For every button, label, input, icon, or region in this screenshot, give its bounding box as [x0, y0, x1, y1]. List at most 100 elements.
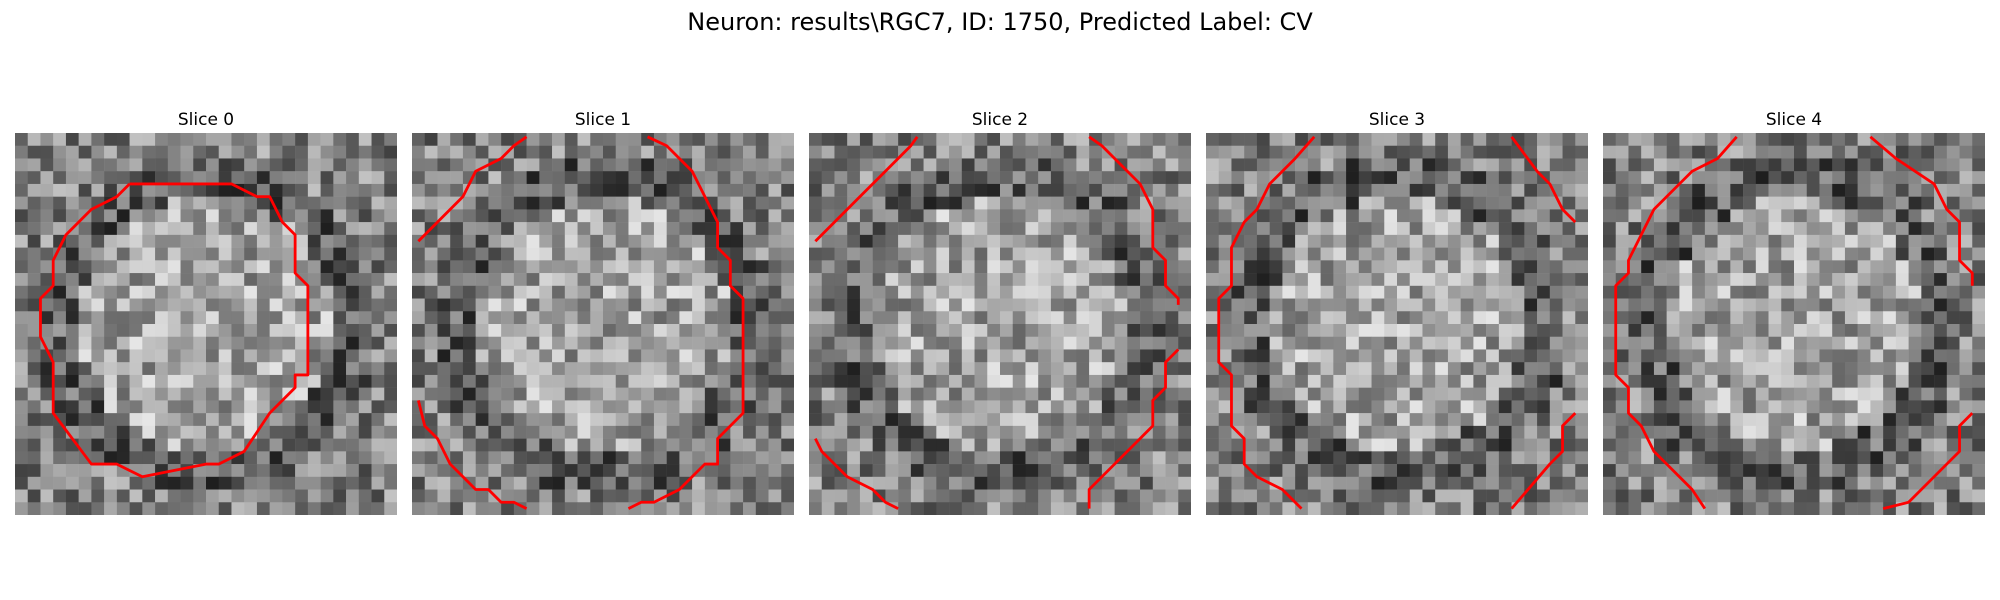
pixel [1895, 298, 1909, 312]
pixel [1435, 464, 1449, 478]
pixel [615, 336, 629, 350]
pixel [1946, 222, 1960, 236]
pixel [424, 209, 438, 223]
pixel [358, 476, 372, 490]
pixel [1615, 362, 1629, 376]
pixel [1282, 273, 1296, 287]
pixel [27, 145, 41, 159]
pixel [1972, 425, 1985, 439]
pixel [53, 502, 67, 515]
pixel [910, 285, 924, 299]
pixel [218, 247, 232, 261]
pixel [1000, 260, 1013, 274]
pixel [1959, 425, 1973, 439]
pixel [1549, 476, 1563, 490]
pixel [809, 183, 822, 197]
pixel [218, 374, 232, 388]
pixel [1806, 273, 1820, 287]
pixel [475, 324, 489, 337]
pixel [1603, 489, 1616, 503]
pixel [513, 234, 527, 248]
pixel [730, 438, 744, 452]
pixel [1641, 476, 1655, 490]
pixel [847, 425, 861, 439]
pixel [244, 260, 258, 274]
pixel [488, 311, 502, 325]
pixel [1012, 222, 1026, 236]
pixel [1333, 464, 1347, 478]
pixel [974, 285, 988, 299]
pixel [1498, 451, 1512, 465]
pixel [1768, 247, 1782, 261]
pixel [488, 222, 502, 236]
pixel [552, 247, 566, 261]
pixel [1012, 349, 1026, 363]
pixel [333, 489, 347, 503]
cell-contour [1882, 412, 1974, 510]
pixel [155, 425, 169, 439]
pixel [384, 234, 397, 248]
pixel [603, 234, 616, 248]
slice-image-3 [1206, 133, 1588, 515]
pixel [1934, 387, 1948, 401]
pixel [1307, 374, 1321, 388]
pixel [475, 425, 489, 439]
pixel [1832, 425, 1846, 439]
pixel [717, 222, 731, 236]
pixel [1562, 298, 1576, 312]
pixel [1089, 451, 1103, 465]
pixel [104, 158, 118, 172]
pixel [923, 324, 937, 337]
pixel [206, 145, 219, 159]
pixel [346, 349, 360, 363]
pixel [15, 374, 28, 388]
pixel [1114, 298, 1128, 312]
pixel [384, 273, 397, 287]
pixel [1730, 247, 1744, 261]
pixel [1575, 387, 1588, 401]
pixel [743, 196, 757, 210]
pixel [987, 247, 1001, 261]
pixel [231, 425, 245, 439]
pixel [1114, 438, 1128, 452]
pixel [116, 273, 130, 287]
pixel [1498, 489, 1512, 503]
pixel [641, 349, 655, 363]
pixel [1628, 285, 1642, 299]
pixel [755, 273, 769, 287]
pixel [885, 260, 899, 274]
pixel [961, 464, 975, 478]
pixel [450, 489, 464, 503]
pixel [15, 171, 28, 185]
pixel [526, 285, 540, 299]
pixel [1000, 196, 1013, 210]
pixel [809, 489, 822, 503]
pixel [1473, 438, 1487, 452]
pixel [1063, 298, 1077, 312]
pixel [1575, 171, 1588, 185]
pixel [1397, 502, 1410, 515]
pixel [15, 196, 28, 210]
pixel [1666, 260, 1680, 274]
pixel [834, 438, 848, 452]
pixel [1114, 324, 1128, 337]
pixel [1307, 298, 1321, 312]
pixel [987, 349, 1001, 363]
pixel [1127, 464, 1141, 478]
pixel [1498, 298, 1512, 312]
pixel [1025, 222, 1039, 236]
pixel [885, 349, 899, 363]
pixel [501, 438, 515, 452]
pixel [333, 145, 347, 159]
pixel [704, 222, 718, 236]
pixel [603, 502, 616, 515]
pixel [1666, 273, 1680, 287]
pixel [307, 145, 321, 159]
pixel [1511, 222, 1525, 236]
pixel [1959, 489, 1973, 503]
pixel [847, 285, 861, 299]
pixel [1165, 183, 1179, 197]
pixel [142, 362, 156, 376]
pixel [15, 413, 28, 427]
pixel [91, 183, 105, 197]
